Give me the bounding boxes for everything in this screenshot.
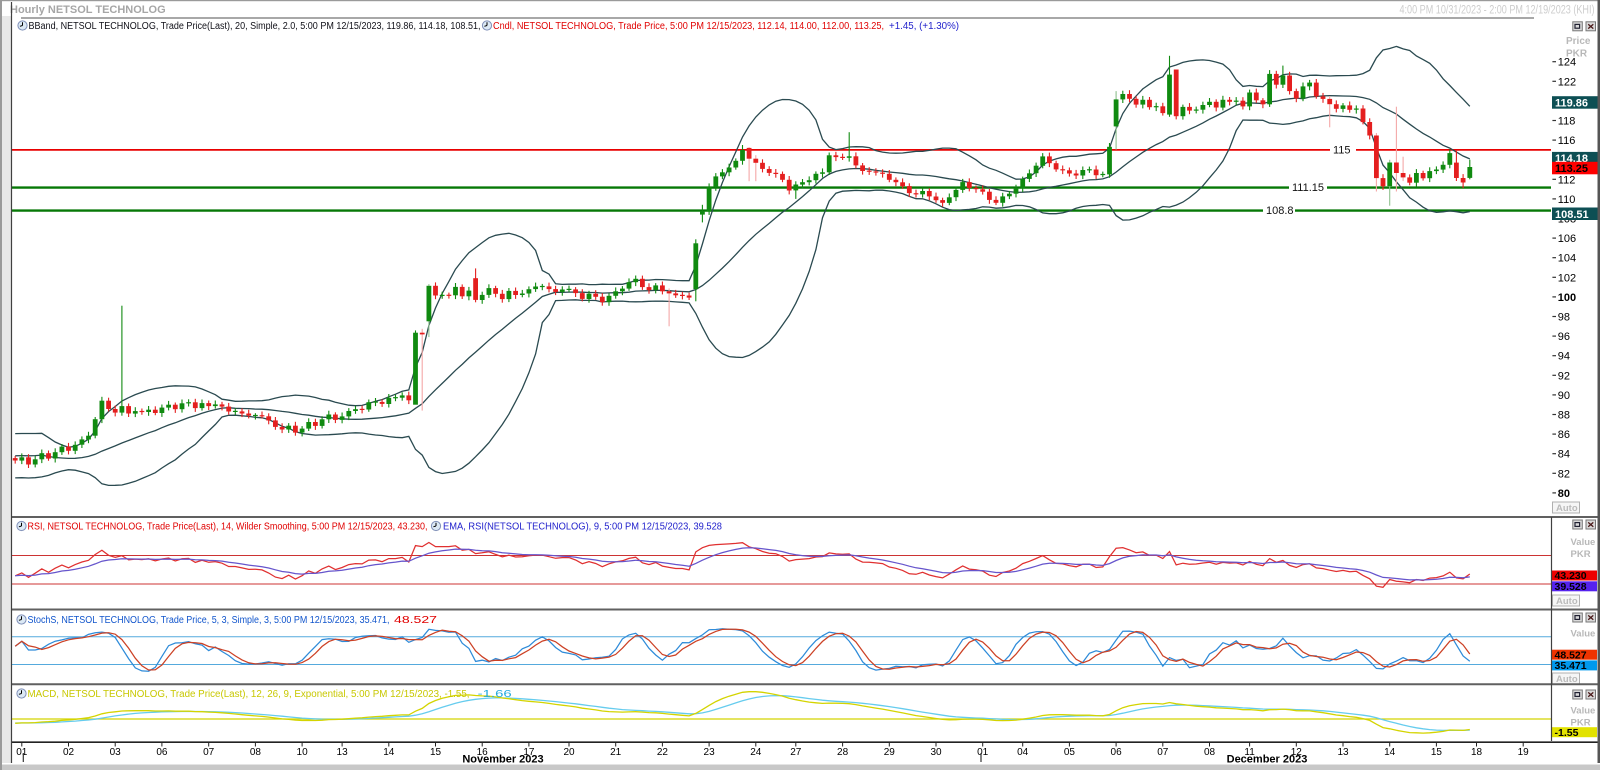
svg-text:01: 01 — [16, 747, 28, 758]
svg-text:-1.66: -1.66 — [478, 689, 513, 700]
svg-text:17: 17 — [523, 747, 535, 758]
svg-text:124: 124 — [1558, 57, 1576, 69]
svg-text:20: 20 — [563, 747, 575, 758]
svg-text:24: 24 — [750, 747, 762, 758]
svg-text:Value: Value — [1571, 537, 1596, 548]
svg-text:14: 14 — [383, 747, 395, 758]
svg-text:96: 96 — [1558, 331, 1570, 343]
svg-text:35.471: 35.471 — [1555, 660, 1587, 672]
svg-text:108.8: 108.8 — [1266, 205, 1294, 217]
svg-text:16: 16 — [477, 747, 489, 758]
svg-text:27: 27 — [790, 747, 802, 758]
svg-text:MACD, NETSOL TECHNOLOG, Trade: MACD, NETSOL TECHNOLOG, Trade Price(Last… — [28, 689, 470, 700]
svg-text:10: 10 — [297, 747, 309, 758]
svg-text:13: 13 — [337, 747, 349, 758]
svg-text:92: 92 — [1558, 370, 1570, 382]
svg-text:115: 115 — [1333, 144, 1351, 156]
svg-text:06: 06 — [1111, 747, 1123, 758]
svg-text:29: 29 — [884, 747, 896, 758]
svg-text:12: 12 — [1291, 747, 1303, 758]
svg-text:94: 94 — [1558, 351, 1570, 363]
svg-text:98: 98 — [1558, 312, 1570, 324]
svg-text:08: 08 — [1204, 747, 1216, 758]
svg-text:-1.55: -1.55 — [1555, 727, 1579, 739]
svg-text:82: 82 — [1558, 468, 1570, 480]
svg-text:Value: Value — [1571, 629, 1596, 640]
svg-text:119.86: 119.86 — [1555, 98, 1588, 110]
svg-text:Auto: Auto — [1556, 503, 1578, 514]
svg-text:Value: Value — [1571, 706, 1596, 717]
svg-text:118: 118 — [1558, 116, 1576, 128]
svg-text:43.230: 43.230 — [1555, 570, 1587, 582]
svg-text:RSI, NETSOL TECHNOLOG, Trade P: RSI, NETSOL TECHNOLOG, Trade Price(Last)… — [28, 522, 428, 533]
svg-text:11: 11 — [1244, 747, 1255, 758]
svg-text:03: 03 — [110, 747, 122, 758]
svg-text:StochS, NETSOL TECHNOLOG, Trad: StochS, NETSOL TECHNOLOG, Trade Price, 5… — [28, 615, 390, 626]
svg-text:PKR: PKR — [1571, 718, 1591, 729]
svg-text:23: 23 — [704, 747, 716, 758]
svg-text:15: 15 — [430, 747, 442, 758]
svg-text:07: 07 — [1157, 747, 1169, 758]
svg-text:108.51: 108.51 — [1555, 209, 1589, 221]
svg-text:14: 14 — [1384, 747, 1396, 758]
svg-text:15: 15 — [1431, 747, 1443, 758]
svg-text:08: 08 — [250, 747, 262, 758]
svg-text:Cndl, NETSOL TECHNOLOG, Trade: Cndl, NETSOL TECHNOLOG, Trade Price, 5:0… — [493, 21, 884, 32]
svg-text:13: 13 — [1337, 747, 1349, 758]
svg-text:Auto: Auto — [1556, 674, 1578, 685]
svg-text:39.528: 39.528 — [1555, 581, 1587, 593]
svg-text:EMA, RSI(NETSOL TECHNOLOG), 9: EMA, RSI(NETSOL TECHNOLOG), 9, 5:00 PM 1… — [443, 522, 723, 533]
svg-text:06: 06 — [156, 747, 168, 758]
svg-text:110: 110 — [1558, 194, 1576, 206]
svg-text:104: 104 — [1558, 253, 1576, 265]
svg-text:22: 22 — [657, 747, 669, 758]
svg-text:84: 84 — [1558, 449, 1570, 461]
svg-text:04: 04 — [1017, 747, 1029, 758]
svg-text:Auto: Auto — [1556, 596, 1578, 607]
svg-text:106: 106 — [1558, 233, 1576, 245]
svg-text:122: 122 — [1558, 76, 1576, 88]
svg-text:90: 90 — [1558, 390, 1570, 402]
svg-text:88: 88 — [1558, 410, 1570, 422]
svg-text:48.527: 48.527 — [1555, 649, 1587, 661]
svg-text:80: 80 — [1558, 488, 1570, 500]
svg-text:18: 18 — [1471, 747, 1483, 758]
svg-text:21: 21 — [610, 747, 622, 758]
svg-text:07: 07 — [203, 747, 215, 758]
svg-text:112: 112 — [1558, 174, 1576, 186]
svg-text:86: 86 — [1558, 429, 1570, 441]
svg-text:PKR: PKR — [1566, 49, 1588, 60]
svg-text:30: 30 — [930, 747, 942, 758]
svg-text:113.25: 113.25 — [1555, 163, 1588, 175]
svg-text:Price: Price — [1566, 36, 1591, 47]
svg-text:01: 01 — [977, 747, 989, 758]
svg-text:BBand, NETSOL TECHNOLOG, Trade: BBand, NETSOL TECHNOLOG, Trade Price(Las… — [29, 21, 481, 32]
svg-text:102: 102 — [1558, 272, 1576, 284]
svg-text:28: 28 — [837, 747, 849, 758]
svg-text:111.15: 111.15 — [1292, 182, 1324, 194]
svg-text:PKR: PKR — [1571, 549, 1591, 560]
svg-text:02: 02 — [63, 747, 75, 758]
svg-text:December 2023: December 2023 — [1227, 754, 1308, 766]
svg-text:19: 19 — [1518, 747, 1530, 758]
svg-text:Hourly NETSOL TECHNOLOG: Hourly NETSOL TECHNOLOG — [10, 4, 166, 16]
svg-text:4:00 PM 10/31/2023 - 2:00 PM 1: 4:00 PM 10/31/2023 - 2:00 PM 12/19/2023 … — [1400, 5, 1595, 17]
svg-text:November 2023: November 2023 — [462, 754, 543, 766]
svg-text:05: 05 — [1064, 747, 1076, 758]
svg-text:+1.45, (+1.30%): +1.45, (+1.30%) — [889, 21, 959, 32]
svg-text:100: 100 — [1558, 292, 1576, 304]
svg-text:116: 116 — [1558, 135, 1576, 147]
svg-text:48.527: 48.527 — [394, 615, 437, 626]
